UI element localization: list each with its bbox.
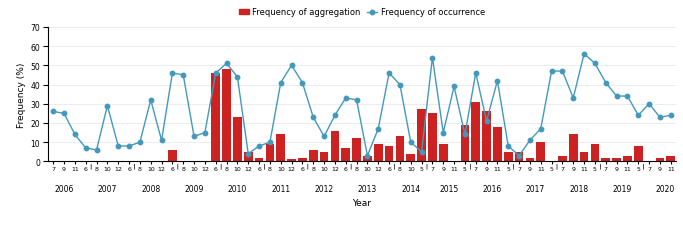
Text: 2020: 2020 <box>656 184 675 193</box>
Bar <box>168 150 177 162</box>
Text: 2013: 2013 <box>358 184 377 193</box>
Text: 2012: 2012 <box>314 184 333 193</box>
Text: 2018: 2018 <box>569 184 588 193</box>
Bar <box>352 139 361 162</box>
Bar <box>428 114 436 162</box>
Bar <box>526 158 534 162</box>
Bar <box>591 144 599 162</box>
Bar <box>331 131 339 162</box>
Bar <box>320 152 329 162</box>
Text: 2006: 2006 <box>55 184 74 193</box>
Bar <box>439 144 447 162</box>
Bar <box>612 158 621 162</box>
Bar <box>309 150 318 162</box>
Bar <box>602 158 610 162</box>
Bar <box>493 127 502 162</box>
Bar <box>656 158 665 162</box>
Text: 2011: 2011 <box>271 184 290 193</box>
Text: 2015: 2015 <box>439 184 458 193</box>
Bar <box>255 158 264 162</box>
Bar <box>417 110 426 162</box>
Bar <box>395 137 404 162</box>
Text: 2010: 2010 <box>227 184 247 193</box>
Text: 2016: 2016 <box>482 184 501 193</box>
Bar <box>460 125 469 162</box>
Bar <box>288 160 296 162</box>
Bar <box>482 112 491 162</box>
Bar <box>385 146 393 162</box>
Bar <box>536 143 545 162</box>
Bar <box>580 152 589 162</box>
Bar <box>504 152 512 162</box>
Text: 2009: 2009 <box>184 184 204 193</box>
Text: 2008: 2008 <box>141 184 161 193</box>
Bar <box>233 118 242 162</box>
Bar <box>623 156 632 162</box>
Bar <box>634 146 643 162</box>
Bar <box>471 102 480 162</box>
Bar <box>569 135 578 162</box>
Text: 2019: 2019 <box>613 184 632 193</box>
Legend: Frequency of aggregation, Frequency of occurrence: Frequency of aggregation, Frequency of o… <box>236 5 488 21</box>
Bar <box>558 156 567 162</box>
Bar <box>515 152 523 162</box>
Bar <box>266 144 275 162</box>
Y-axis label: Frequency (%): Frequency (%) <box>17 62 26 127</box>
Bar <box>342 148 350 162</box>
Text: 2007: 2007 <box>98 184 117 193</box>
Bar <box>667 156 675 162</box>
Text: 2014: 2014 <box>401 184 420 193</box>
Bar <box>374 144 382 162</box>
Text: 2017: 2017 <box>526 184 545 193</box>
Bar <box>222 70 231 162</box>
Bar <box>277 135 285 162</box>
Bar <box>406 154 415 162</box>
Bar <box>363 156 372 162</box>
Bar <box>298 158 307 162</box>
Bar <box>244 152 253 162</box>
Bar <box>212 74 220 162</box>
X-axis label: Year: Year <box>352 198 372 207</box>
